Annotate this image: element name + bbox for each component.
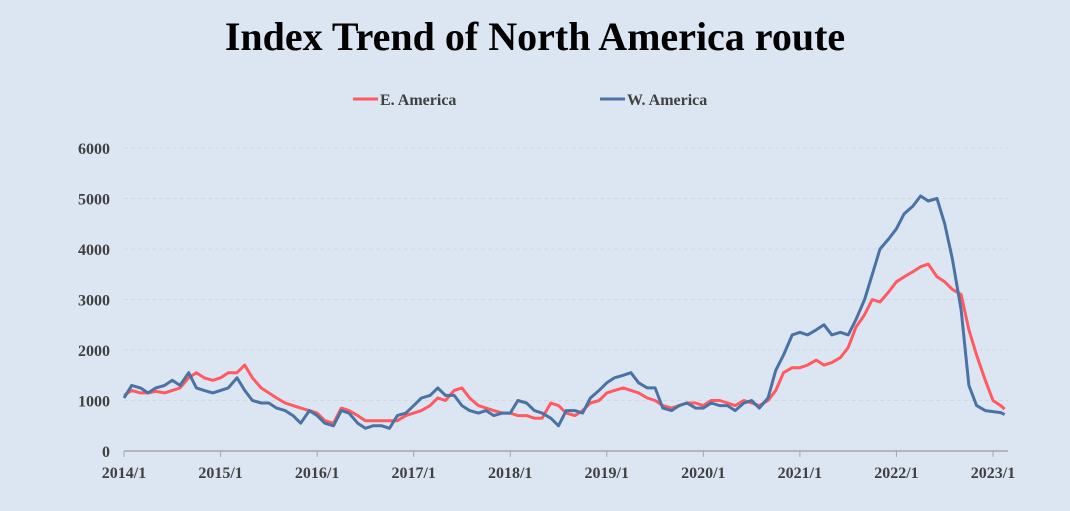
y-tick-label: 5000 [78,192,110,209]
gridlines [124,147,1008,401]
y-axis: 0 1000 2000 3000 4000 5000 6000 [78,141,110,461]
series-line-w-america [122,194,1006,430]
y-tick-label: 3000 [78,293,110,310]
x-axis: 2014/1 2015/1 2016/1 2017/1 2018/1 2019/1 2020… [102,450,1015,482]
y-tick-label: 6000 [78,141,110,158]
legend-label-w-america: W. America [627,92,707,109]
legend-label-e-america: E. America [380,92,456,109]
x-tick-label: 2022/1 [874,465,918,482]
x-tick-label: 2020/1 [681,465,725,482]
y-tick-label: 0 [102,444,110,461]
x-tick-label: 2016/1 [295,465,339,482]
legend: E. America W. America [353,92,707,109]
chart-title: Index Trend of North America route [225,14,845,59]
y-tick-label: 1000 [78,394,110,411]
x-tick-label: 2015/1 [198,465,242,482]
y-tick-label: 4000 [78,242,110,259]
x-tick-label: 2023/1 [971,465,1015,482]
y-tick-label: 2000 [78,343,110,360]
x-tick-label: 2019/1 [585,465,629,482]
x-tick-label: 2017/1 [391,465,435,482]
x-tick-label: 2018/1 [488,465,532,482]
series-lines [122,194,1006,430]
x-tick-label: 2014/1 [102,465,146,482]
x-tick-label: 2021/1 [778,465,822,482]
series-line-e-america [123,262,1006,425]
